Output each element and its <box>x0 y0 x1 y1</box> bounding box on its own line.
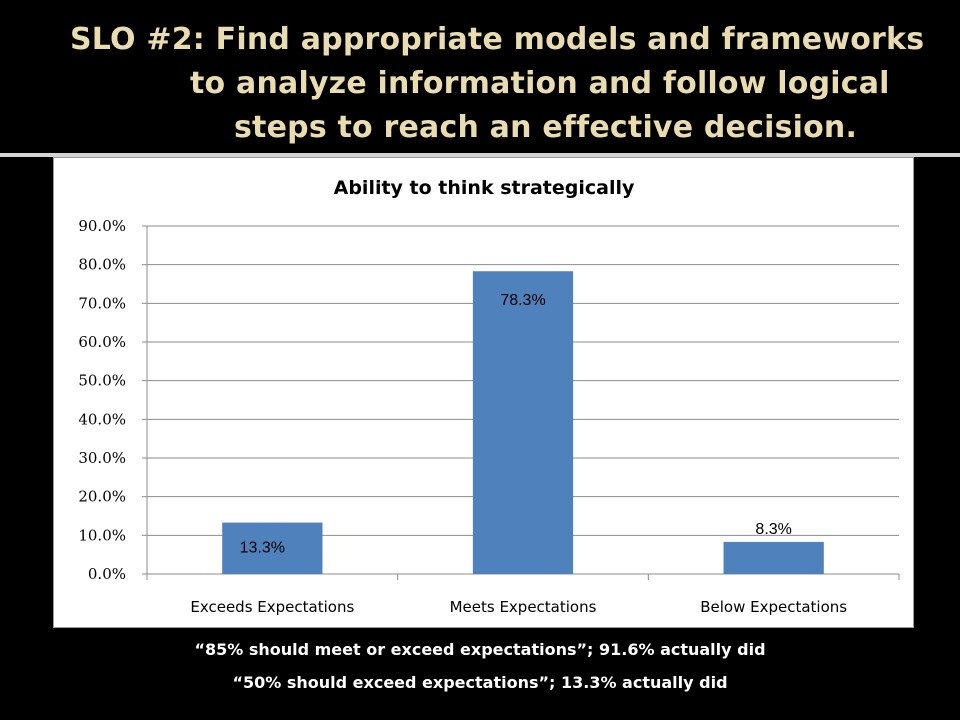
bar-1 <box>472 271 574 574</box>
y-tick-label: 60.0% <box>78 333 126 351</box>
y-tick-label: 70.0% <box>78 294 126 312</box>
y-tick-label: 30.0% <box>78 449 126 467</box>
data-label: 78.3% <box>500 292 545 309</box>
y-tick-label: 20.0% <box>78 488 126 506</box>
data-label: 13.3% <box>240 540 285 557</box>
slide-title-line-1: SLO #2: Find appropriate models and fram… <box>70 22 925 57</box>
category-label: Below Expectations <box>700 598 847 616</box>
bar-0 <box>222 522 323 574</box>
category-label: Exceeds Expectations <box>190 598 354 616</box>
y-tick-label: 0.0% <box>88 565 126 583</box>
y-tick-label: 50.0% <box>78 372 126 390</box>
y-tick-label: 10.0% <box>78 526 126 544</box>
y-tick-label: 90.0% <box>78 217 126 235</box>
slide-title-line-2: to analyze information and follow logica… <box>190 66 890 101</box>
y-tick-label: 40.0% <box>78 410 126 428</box>
title-divider <box>0 153 960 157</box>
chart-title: Ability to think strategically <box>334 177 635 199</box>
data-label: 8.3% <box>755 521 791 538</box>
footnote-meet-or-exceed: “85% should meet or exceed expectations”… <box>194 640 766 659</box>
slide-title-line-3: steps to reach an effective decision. <box>234 110 858 145</box>
category-label: Meets Expectations <box>450 598 597 616</box>
footnote-exceed: “50% should exceed expectations”; 13.3% … <box>232 673 728 692</box>
y-tick-label: 80.0% <box>78 256 126 274</box>
bar-2 <box>723 541 824 574</box>
slide-title-band: SLO #2: Find appropriate models and fram… <box>0 0 960 154</box>
